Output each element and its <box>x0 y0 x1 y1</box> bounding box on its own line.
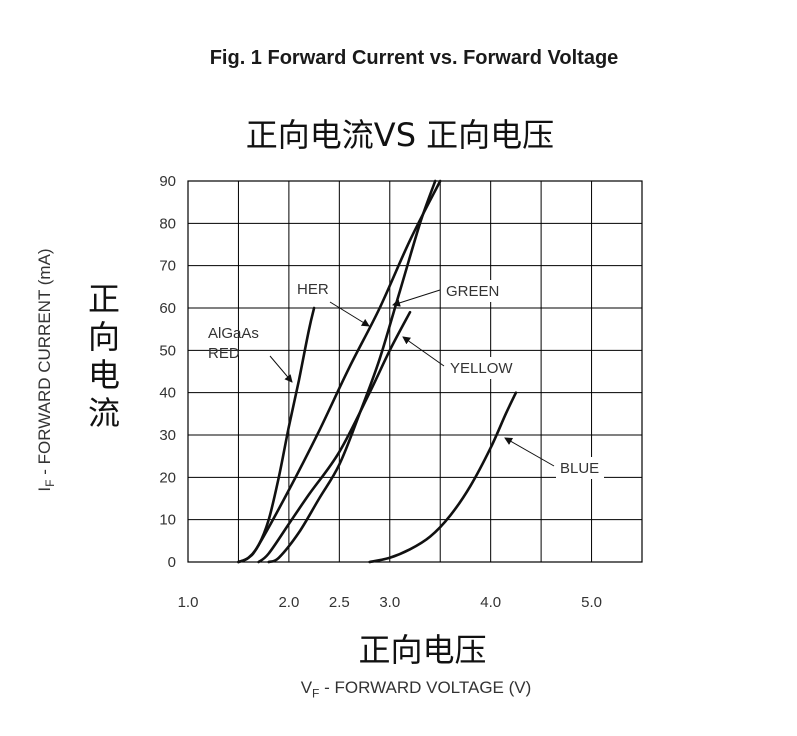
annotation-arrow <box>402 336 445 367</box>
x-tick-label: 3.0 <box>379 594 400 611</box>
chinese-y-axis-label: 正 向 电 流 <box>82 280 126 432</box>
chinese-x-axis-label: 正向电压 <box>358 631 487 669</box>
annotation-label-bg <box>442 280 500 302</box>
series-annotation-label: BLUE <box>560 460 599 477</box>
cn-ylabel-char: 向 <box>87 318 120 356</box>
y-tick-label: 10 <box>159 512 176 529</box>
series-line <box>368 391 518 564</box>
cn-ylabel-char: 电 <box>87 356 120 394</box>
annotation-arrow <box>392 289 441 307</box>
y-tick-label: 70 <box>159 258 176 275</box>
annotation-arrow <box>504 437 555 467</box>
x-axis-label: VF - FORWARD VOLTAGE (V) <box>0 678 797 700</box>
annotation-arrow <box>269 355 293 383</box>
y-tick-label: 30 <box>159 427 176 444</box>
y-tick-label: 50 <box>159 342 176 359</box>
y-tick-label: 40 <box>159 385 176 402</box>
series-line <box>267 179 437 564</box>
x-tick-label: 4.0 <box>480 594 501 611</box>
series-annotation-label: HER <box>297 281 329 298</box>
annotation-arrow <box>329 301 370 327</box>
series-line <box>257 310 412 564</box>
x-tick-label: 2.0 <box>278 594 299 611</box>
annotation-label-bg <box>556 457 604 479</box>
cn-ylabel-char: 正 <box>87 280 120 318</box>
series-annotation-label: GREEN <box>446 283 499 300</box>
series-line <box>237 179 442 564</box>
x-axis-label-subscript: F <box>312 686 320 701</box>
cn-ylabel-char: 流 <box>87 394 120 432</box>
series-annotation-label: YELLOW <box>450 360 513 377</box>
figure-title: Fig. 1 Forward Current vs. Forward Volta… <box>209 47 619 69</box>
x-tick-label: 1.0 <box>178 594 199 611</box>
chinese-chart-title: 正向电流VS 正向电压 <box>245 116 555 154</box>
annotation-label-bg <box>446 357 514 379</box>
plot-frame <box>187 180 643 563</box>
y-tick-label: 90 <box>159 173 176 190</box>
x-tick-label: 2.5 <box>329 594 350 611</box>
x-tick-label: 5.0 <box>581 594 602 611</box>
y-tick-label: 80 <box>159 215 176 232</box>
y-tick-label: 20 <box>159 469 176 486</box>
series-annotation-label: AlGaAs <box>208 325 259 342</box>
x-axis-label-text: - FORWARD VOLTAGE (V) <box>319 678 532 697</box>
x-axis-label-symbol: V <box>300 678 313 697</box>
y-tick-label: 60 <box>159 300 176 317</box>
series-annotation-label: RED <box>208 345 240 362</box>
y-tick-label: 0 <box>168 554 176 571</box>
